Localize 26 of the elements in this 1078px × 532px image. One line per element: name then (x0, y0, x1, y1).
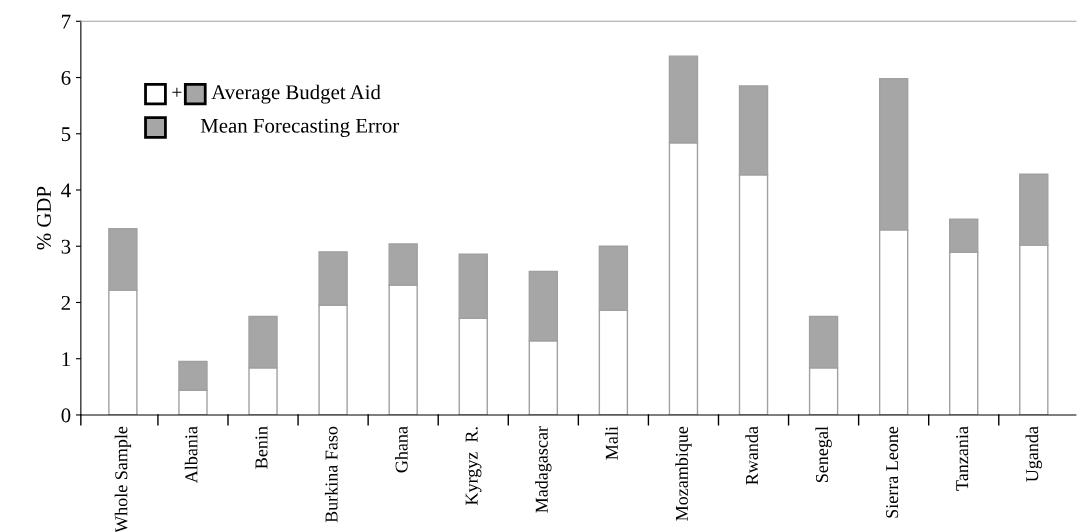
x-tick-label: Senegal (815, 426, 832, 483)
y-tick-label: 7 (62, 14, 71, 29)
x-tick-label: Mali (605, 426, 618, 460)
y-tick-label: 6 (61, 70, 71, 85)
annotation: + (172, 87, 182, 97)
legend-label: Mean Forecasting Error (200, 118, 400, 138)
x-tick-label: Benin (255, 426, 268, 469)
x-tick-label: Madagascar (535, 426, 552, 513)
y-tick-label: 4 (61, 183, 71, 198)
y-tick-label: 1 (62, 352, 70, 366)
x-tick-label: Burkina Faso (324, 426, 338, 523)
x-tick-label: Ghana (394, 426, 408, 473)
y-axis-title: % GDP (36, 186, 51, 250)
x-tick-label: Uganda (1025, 426, 1043, 482)
y-tick-label: 0 (61, 408, 71, 423)
x-tick-label: Whole Sample (114, 426, 132, 532)
y-tick-label: 5 (61, 127, 71, 142)
annotation: Average Budget Aid (211, 84, 381, 104)
x-tick-label: Kyrgyz R. (465, 427, 482, 505)
x-tick-label: Albania (184, 426, 198, 484)
x-tick-label: Mozambique (675, 426, 692, 521)
x-tick-label: Tanzania (956, 426, 969, 491)
x-tick-label: Sierra Leone (886, 426, 899, 518)
x-tick-label: Rwanda (745, 426, 759, 485)
y-tick-label: 3 (61, 239, 71, 254)
y-tick-label: 2 (61, 295, 70, 310)
